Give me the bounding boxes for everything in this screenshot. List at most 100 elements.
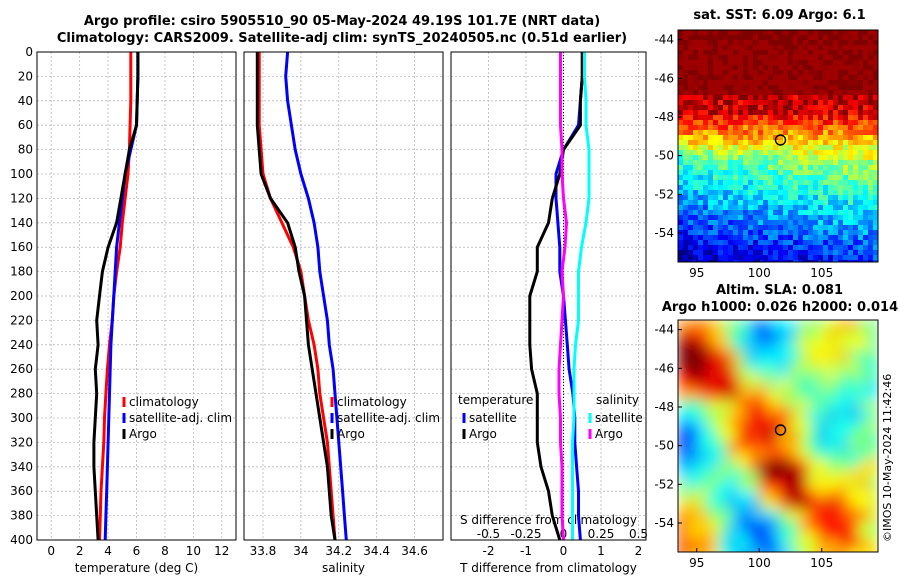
map-cell [678,240,684,246]
map-cell [873,140,878,146]
map-cell [788,165,794,171]
map-cell [793,240,799,246]
map-cell [793,170,799,176]
map-cell [738,340,749,351]
map-cell [773,120,779,126]
map-cell [708,460,719,471]
map-cell [743,240,749,246]
map-cell [793,190,799,196]
map-cell [818,165,824,171]
map-cell [738,540,749,551]
map-cell [713,235,719,241]
map-cell [693,45,699,51]
map-cell [718,205,724,211]
map-cell [728,170,734,176]
map-cell [748,250,754,256]
map-cell [738,205,744,211]
map-cell [738,490,749,501]
map-cell [868,510,878,521]
map-cell [768,55,774,61]
map-cell [758,390,769,401]
map-cell [713,195,719,201]
map-cell [763,200,769,206]
map-cell [773,205,779,211]
map-cell [723,70,729,76]
map-cell [868,470,878,481]
map-cell [828,250,834,256]
map-cell [803,165,809,171]
map-cell [778,160,784,166]
map-cell [848,195,854,201]
map-cell [853,95,859,101]
map-cell [798,40,804,46]
map-cell [843,225,849,231]
map-y-tick-label: -52 [654,187,674,201]
map-cell [853,55,859,61]
map-cell [768,470,779,481]
map-cell [703,135,709,141]
map-cell [728,80,734,86]
map-cell [808,130,814,136]
map-cell [798,225,804,231]
map-cell [718,390,729,401]
map-cell [828,225,834,231]
map-cell [713,50,719,56]
map-cell [833,110,839,116]
map-cell [688,55,694,61]
map-cell [778,145,784,151]
map-cell [738,510,749,521]
map-cell [708,170,714,176]
map-cell [838,80,844,86]
map-cell [748,520,759,531]
map-cell [723,35,729,41]
map-cell [713,160,719,166]
map-cell [858,320,869,331]
map-cell [768,240,774,246]
map-cell [768,370,779,381]
map-cell [803,140,809,146]
map-cell [758,35,764,41]
map-cell [778,180,784,186]
legend-label: satellite-adj. clim [129,411,232,425]
map-cell [783,235,789,241]
map-cell [853,215,859,221]
map-cell [873,185,878,191]
map-cell [818,530,829,541]
map-cell [838,100,844,106]
map-cell [718,80,724,86]
map-cell [738,40,744,46]
map-cell [678,185,684,191]
map-cell [838,40,844,46]
map-cell [698,255,704,261]
map-cell [858,215,864,221]
map-cell [783,130,789,136]
map-cell [743,230,749,236]
map-cell [788,410,799,421]
map-cell [833,190,839,196]
map-cell [738,55,744,61]
map-cell [808,470,819,481]
map-cell [768,100,774,106]
map-cell [848,180,854,186]
map-cell [763,215,769,221]
map-cell [688,90,694,96]
map-cell [778,135,784,141]
map-y-tick-label: -54 [654,226,674,240]
map-cell [843,90,849,96]
map-cell [813,120,819,126]
map-cell [808,160,814,166]
map-cell [728,40,734,46]
map-cell [848,230,854,236]
map-cell [833,140,839,146]
map-cell [733,195,739,201]
map-cell [688,175,694,181]
map-cell [748,140,754,146]
map-cell [788,110,794,116]
map-cell [678,65,684,71]
map-cell [713,190,719,196]
map-cell [853,150,859,156]
map-cell [868,205,874,211]
map-cell [818,250,824,256]
map-cell [788,45,794,51]
map-cell [813,90,819,96]
